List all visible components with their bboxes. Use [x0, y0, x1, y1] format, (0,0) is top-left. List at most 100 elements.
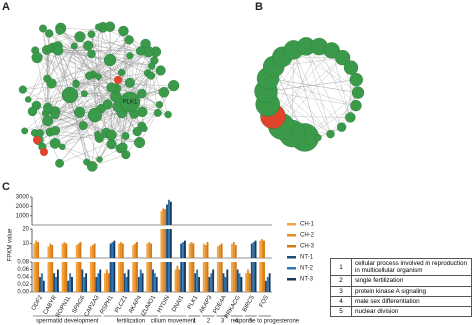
x-tick-label: FOS	[259, 295, 270, 309]
bar	[83, 277, 86, 292]
bar	[164, 229, 167, 258]
edge	[42, 28, 52, 84]
bar	[79, 242, 82, 258]
bar	[166, 229, 168, 258]
bar	[134, 243, 136, 258]
edge	[47, 51, 149, 121]
group-label: 5	[249, 319, 253, 325]
node	[80, 90, 88, 98]
node	[85, 71, 94, 80]
bar	[132, 245, 135, 258]
bar	[169, 201, 172, 225]
x-tick-label: ODF2	[31, 294, 45, 311]
edge	[341, 79, 357, 128]
bar	[111, 262, 114, 292]
x-tick-label: RSPH1	[100, 294, 116, 315]
node-highlight	[33, 136, 41, 144]
node	[95, 73, 102, 81]
node	[102, 99, 113, 110]
bar	[49, 262, 52, 292]
edge	[54, 111, 169, 115]
node	[351, 86, 365, 99]
node	[70, 42, 78, 50]
bar	[234, 245, 237, 258]
bar	[160, 211, 163, 225]
edge	[272, 50, 332, 117]
group-label: spermatid development	[36, 319, 99, 325]
group-label: response to progesterone	[231, 319, 300, 325]
bar	[79, 262, 82, 292]
group-label: 1	[193, 319, 197, 325]
node	[50, 126, 61, 136]
y-tick-label: 10	[22, 241, 29, 247]
table-cell: nuclear division	[351, 306, 472, 318]
group-label: cilium movement	[151, 319, 196, 325]
bar	[155, 277, 158, 292]
node	[140, 124, 148, 132]
edge	[47, 39, 130, 121]
bar	[169, 262, 172, 292]
edge	[28, 39, 130, 100]
node	[158, 86, 170, 98]
x-tick-label: SPAG6	[72, 294, 87, 315]
bar	[222, 273, 225, 292]
bar	[118, 243, 120, 258]
x-tick-label: PLK1	[187, 294, 200, 310]
group-label: 2	[207, 319, 211, 325]
y-tick-label: 0.04	[17, 275, 29, 281]
bar	[238, 273, 241, 292]
bar	[148, 242, 151, 258]
x-tick-label: AKAP4	[128, 294, 143, 314]
bar	[146, 262, 149, 292]
bar	[194, 273, 197, 292]
bar	[65, 262, 68, 292]
bar	[120, 262, 122, 292]
bar	[204, 245, 207, 258]
bar	[224, 277, 227, 292]
node	[78, 121, 88, 131]
bar	[248, 273, 251, 292]
edge	[305, 46, 357, 106]
edge	[55, 59, 111, 115]
group-label: 4	[235, 319, 239, 325]
bar	[236, 269, 239, 292]
node	[43, 102, 53, 113]
node	[96, 156, 103, 163]
bar	[56, 269, 59, 292]
edge	[141, 73, 149, 127]
table-cell: single fertilization	[351, 275, 472, 287]
bar	[121, 243, 124, 258]
bar	[33, 262, 36, 292]
bar	[69, 273, 72, 292]
bar	[160, 229, 163, 258]
bar	[89, 246, 92, 258]
bar	[162, 262, 165, 292]
bar	[184, 262, 186, 292]
bar	[81, 269, 84, 292]
bar	[218, 262, 221, 292]
edge	[58, 39, 130, 51]
x-tick-label: AKAP3	[199, 294, 214, 314]
table-row: 4 male sex differentiation	[330, 295, 472, 308]
bar	[240, 277, 243, 292]
bar	[216, 246, 219, 258]
bar	[168, 199, 170, 225]
node	[24, 96, 32, 103]
bar	[49, 243, 52, 258]
node	[153, 108, 162, 117]
edge	[62, 75, 152, 147]
table-cell: cellular process involved in reproductio…	[351, 257, 472, 277]
node	[121, 132, 130, 140]
bar	[220, 262, 223, 292]
edge	[268, 78, 359, 93]
table-row: 1 cellular process involved in reproducti…	[330, 257, 472, 277]
node	[95, 23, 102, 31]
edge	[91, 34, 155, 61]
edge	[50, 51, 149, 133]
bar	[212, 269, 215, 292]
bar	[109, 262, 112, 292]
edge	[123, 30, 128, 100]
bar	[132, 262, 135, 292]
term-table: 1 cellular process involved in reproducti…	[330, 257, 472, 318]
bar	[202, 243, 205, 258]
